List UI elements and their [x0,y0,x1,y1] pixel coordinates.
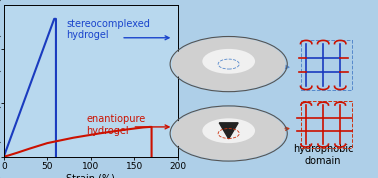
X-axis label: Strain (%): Strain (%) [66,173,115,178]
Text: stereocomplexed
hydrogel: stereocomplexed hydrogel [67,19,150,40]
Text: hydrophobic
domain: hydrophobic domain [293,144,353,166]
Text: enantiopure
hydrogel: enantiopure hydrogel [87,114,146,136]
